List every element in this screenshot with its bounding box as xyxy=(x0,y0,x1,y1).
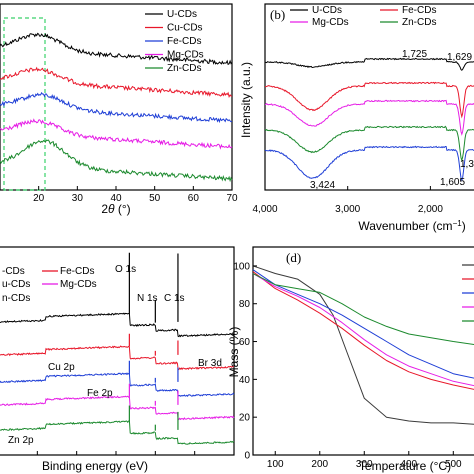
panel-c-annotation: Cu 2p xyxy=(48,362,75,373)
panel-a-legend-label: U-CDs xyxy=(167,9,197,20)
panel-a-x-label: 2θ (°) xyxy=(101,202,130,216)
panel-c-annotation: Zn 2p xyxy=(8,435,34,446)
panel-b-y-label: Intensity (a.u.) xyxy=(239,62,253,138)
panel-d-ticks: 100 200 300 400 500 0 20 40 60 80 100 xyxy=(233,261,462,470)
panel-b-legend-label: Zn-CDs xyxy=(402,17,436,28)
panel-c-x-ticks xyxy=(36,451,235,455)
panel-d-y-tick-label: 80 xyxy=(239,299,251,310)
panel-b-annotation: 1,605 xyxy=(440,177,465,188)
panel-b-annotation: 3,424 xyxy=(310,180,335,191)
panel-b-annotation: 1,629 xyxy=(447,52,472,63)
panel-c-annotation: N 1s xyxy=(137,293,158,304)
panel-c-x-label: Binding energy (eV) xyxy=(42,459,148,473)
panel-c-series-cu-cds xyxy=(0,345,234,371)
panel-d-series-zn-cds xyxy=(252,273,474,345)
panel-b-x-tick-label: 3,000 xyxy=(335,204,360,215)
panel-a-x-tick-label: 50 xyxy=(149,193,161,204)
panel-b-annotations: 1,725 1,629 3,424 1,605 1,3 xyxy=(310,49,474,191)
panel-a: 20 30 40 50 60 70 U-CDs Cu-CDs Fe-CDs Mg-CDs Zn-C… xyxy=(0,3,238,216)
panel-a-series-u-cds xyxy=(0,32,233,66)
panel-b-label: (b) xyxy=(270,7,285,22)
panel-d-legend xyxy=(462,264,474,322)
panel-a-legend-label: Zn-CDs xyxy=(167,63,201,74)
panel-d: (d) 100 200 300 400 500 0 20 40 60 80 100 Mass (%)… xyxy=(227,246,474,473)
panel-d-series-mg-cds xyxy=(252,273,474,387)
panel-a-legend: U-CDs Cu-CDs Fe-CDs Mg-CDs Zn-CDs xyxy=(145,9,204,74)
panel-a-x-tick-label: 20 xyxy=(33,193,45,204)
panel-c-legend-label: Fe-CDs xyxy=(60,266,94,277)
panel-c-series-zn-cds xyxy=(0,420,235,445)
panel-b-x-tick-label: 2,000 xyxy=(418,204,443,215)
panel-a-series-mg-cds xyxy=(0,118,233,150)
panel-b-legend-label: U-CDs xyxy=(312,5,342,16)
panel-d-series-u-cds xyxy=(252,265,474,425)
panel-d-x-label: Temperature (°C) xyxy=(359,459,451,473)
panel-c-legend-label: Mg-CDs xyxy=(60,279,97,290)
panel-c-series xyxy=(0,252,235,445)
panel-a-legend-label: Mg-CDs xyxy=(167,50,204,61)
panel-b-x-tick-label: 4,000 xyxy=(252,204,277,215)
panel-d-x-tick-label: 200 xyxy=(311,459,328,470)
panel-c-legend-label: n-CDs xyxy=(2,293,30,304)
panel-a-series-cu-cds xyxy=(0,66,233,99)
panel-b-frame xyxy=(264,3,474,191)
panel-b-series-u-cds xyxy=(264,57,474,71)
panel-d-series-cu-cds xyxy=(252,271,474,390)
panel-a-x-tick-label: 60 xyxy=(188,193,200,204)
panel-b-series xyxy=(264,57,474,182)
panel-d-y-label: Mass (%) xyxy=(227,327,241,378)
panel-a-series xyxy=(0,32,233,183)
panel-d-y-tick-label: 100 xyxy=(233,261,250,272)
panel-d-y-tick-label: 0 xyxy=(244,451,250,462)
panel-a-series-fe-cds xyxy=(0,91,233,124)
panel-b-series-fe-cds xyxy=(264,81,474,119)
panel-c-legend: -CDs Fe-CDs u-CDs Mg-CDs n-CDs xyxy=(2,266,97,304)
panel-c-frame xyxy=(0,246,235,456)
panel-c-annotation: Br 3d xyxy=(198,358,222,369)
panel-b-legend-label: Fe-CDs xyxy=(402,5,436,16)
panel-d-x-tick-label: 100 xyxy=(267,459,284,470)
panel-d-y-tick-label: 40 xyxy=(239,375,251,386)
panel-b-x-ticks: 4,000 3,000 2,000 xyxy=(252,186,443,215)
panel-c-annotations: O 1s N 1s C 1s Br 3d Cu 2p Fe 2p Zn 2p xyxy=(8,264,222,446)
panel-b-series-mg-cds xyxy=(264,99,474,136)
panel-a-legend-label: Fe-CDs xyxy=(167,36,201,47)
panel-d-series xyxy=(252,265,474,425)
panel-a-x-ticks: 20 30 40 50 60 70 xyxy=(33,186,238,204)
panel-b-legend: U-CDs Fe-CDs Mg-CDs Zn-CDs xyxy=(290,5,436,28)
panel-c-series-u-cds xyxy=(0,312,235,338)
panel-b: (b) U-CDs Fe-CDs Mg-CDs Zn-CDs 4,000 3,000 2,… xyxy=(239,3,474,234)
panel-a-legend-label: Cu-CDs xyxy=(167,23,203,34)
panel-b-x-label: Wavenumber (cm−1) xyxy=(358,219,465,234)
panel-d-x-tick-label: 400 xyxy=(400,459,417,470)
panel-b-series-zn-cds xyxy=(264,125,474,163)
panel-d-y-tick-label: 60 xyxy=(239,337,251,348)
panel-b-annotation: 1,3 xyxy=(460,159,474,170)
panel-d-series-fe-cds xyxy=(252,269,474,379)
panel-c-annotation: O 1s xyxy=(115,264,136,275)
panel-c-legend-label: u-CDs xyxy=(2,279,30,290)
panel-c-series-fe-cds xyxy=(0,372,235,398)
panel-b-annotation: 1,725 xyxy=(402,49,427,60)
panel-c-series-mg-cds xyxy=(0,395,235,421)
panel-a-x-tick-label: 40 xyxy=(110,193,122,204)
panel-c: -CDs Fe-CDs u-CDs Mg-CDs n-CDs O 1s N 1s C 1s B… xyxy=(0,246,235,473)
panel-a-series-zn-cds xyxy=(0,139,233,183)
panel-b-series-blue xyxy=(264,145,474,182)
panel-a-x-tick-label: 30 xyxy=(72,193,84,204)
panel-d-x-tick-label: 300 xyxy=(356,459,373,470)
panel-d-frame xyxy=(252,246,474,456)
panel-c-annotation: Fe 2p xyxy=(87,388,113,399)
panel-b-legend-label: Mg-CDs xyxy=(312,17,349,28)
panel-a-x-tick-label: 70 xyxy=(226,193,238,204)
panel-c-annotation: C 1s xyxy=(164,293,185,304)
panel-c-legend-label: -CDs xyxy=(2,266,25,277)
panel-d-x-tick-label: 500 xyxy=(445,459,462,470)
panel-d-label: (d) xyxy=(286,250,301,265)
panel-d-y-tick-label: 20 xyxy=(239,413,251,424)
